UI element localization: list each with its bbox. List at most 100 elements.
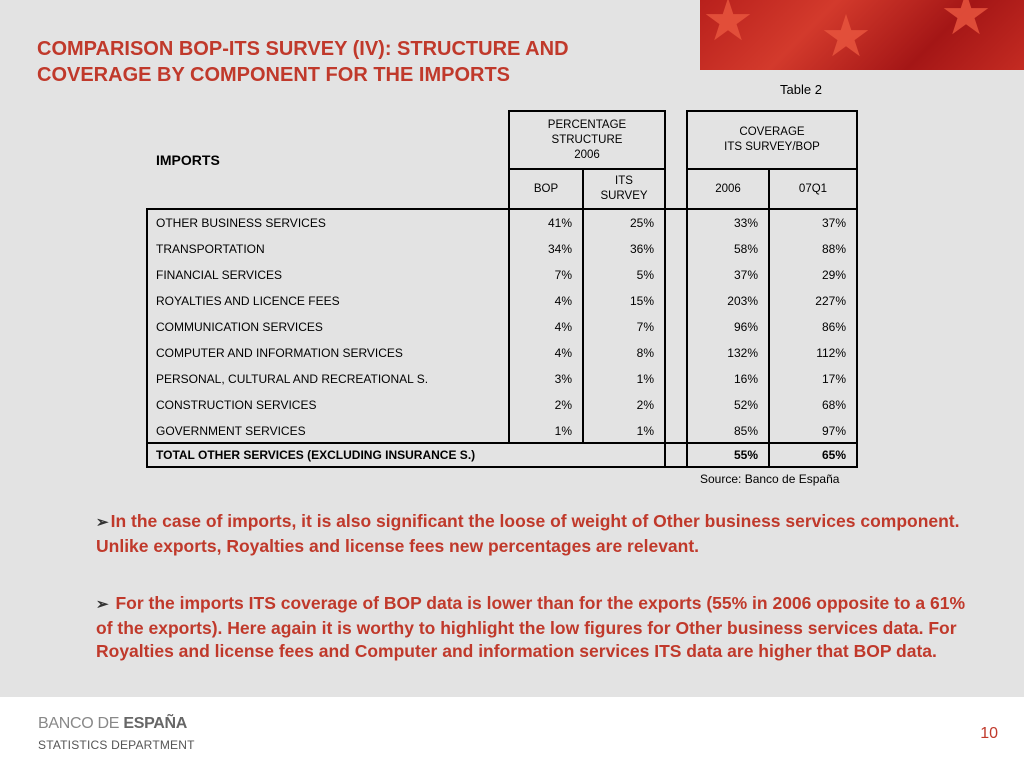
coverage-2006-value: 37% (686, 262, 758, 288)
coverage-2006-value-text: 37% (733, 268, 758, 282)
coverage-2006-value-text: 85% (733, 424, 758, 438)
header-bottom-border (146, 208, 856, 210)
imports-table: IMPORTS PERCENTAGE STRUCTURE 2006 COVERAGE IT… (146, 110, 858, 468)
quarter-07q1-header-text: 07Q1 (798, 182, 828, 195)
row-label-text: COMPUTER AND INFORMATION SERVICES (156, 346, 403, 360)
coverage-07q1-value: 37% (768, 210, 846, 236)
bop-value-text: 4% (554, 294, 572, 308)
bop-value: 4% (508, 314, 572, 340)
bop-header-text: BOP (533, 182, 559, 195)
coverage-2006-value-text: 58% (733, 242, 758, 256)
its-value: 36% (582, 236, 654, 262)
bullet-text: For the imports ITS coverage of BOP data… (96, 593, 966, 661)
coverage-2006-value: 16% (686, 366, 758, 392)
its-survey-header-text: ITS (615, 175, 633, 187)
row-label-text: CONSTRUCTION SERVICES (156, 398, 317, 412)
star-icon: ★ (940, 0, 992, 47)
footer: BANCO DE ESPAÑA STATISTICS DEPARTMENT 10 (0, 697, 1024, 768)
its-value-text: 36% (629, 242, 654, 256)
bop-value: 1% (508, 418, 572, 444)
column-divider (582, 168, 584, 442)
total-label: TOTAL OTHER SERVICES (EXCLUDING INSURANC… (156, 444, 660, 466)
coverage-07q1-value-text: 86% (821, 320, 846, 334)
row-label: TRANSPORTATION (156, 236, 504, 262)
table-bottom-border (146, 466, 858, 468)
total-label-text: TOTAL OTHER SERVICES (EXCLUDING INSURANC… (156, 448, 476, 462)
coverage-2006-value-text: 203% (727, 294, 758, 308)
total-coverage-2006: 55% (686, 444, 758, 466)
row-label-text: FINANCIAL SERVICES (156, 268, 283, 282)
coverage-07q1-value-text: 29% (821, 268, 846, 282)
its-value: 25% (582, 210, 654, 236)
arrow-bullet-icon: ➢ (96, 514, 109, 531)
quarter-07q1-header: 07Q1 (770, 170, 856, 208)
row-label-text: ROYALTIES AND LICENCE FEES (156, 294, 340, 308)
bop-value-text: 7% (554, 268, 572, 282)
its-value: 1% (582, 366, 654, 392)
bullet-text: In the case of imports, it is also signi… (96, 511, 960, 556)
bop-value-text: 4% (554, 320, 572, 334)
its-value: 7% (582, 314, 654, 340)
coverage-2006-value: 96% (686, 314, 758, 340)
year-2006-header-text: 2006 (715, 182, 741, 195)
coverage-header-text: COVERAGE (739, 126, 805, 138)
its-value-text: 7% (636, 320, 654, 334)
percentage-structure-header-text: PERCENTAGE (547, 118, 627, 131)
its-value-text: 8% (636, 346, 654, 360)
its-value-text: 1% (636, 372, 654, 386)
coverage-2006-value: 85% (686, 418, 758, 444)
source-note: Source: Banco de España (700, 472, 840, 486)
row-label: CONSTRUCTION SERVICES (156, 392, 504, 418)
bop-value-text: 2% (554, 398, 572, 412)
coverage-2006-value-text: 96% (733, 320, 758, 334)
coverage-07q1-value: 97% (768, 418, 846, 444)
bop-value: 2% (508, 392, 572, 418)
row-label: COMPUTER AND INFORMATION SERVICES (156, 340, 504, 366)
coverage-07q1-value: 227% (768, 288, 846, 314)
its-value: 15% (582, 288, 654, 314)
header-divider (508, 168, 664, 170)
bop-value: 34% (508, 236, 572, 262)
arrow-bullet-icon: ➢ (96, 596, 109, 613)
header-divider (686, 168, 856, 170)
total-coverage-07q1-text: 65% (821, 448, 846, 462)
imports-header-text: IMPORTS (156, 152, 220, 168)
bop-value: 41% (508, 210, 572, 236)
total-top-border (146, 442, 856, 444)
coverage-07q1-value-text: 37% (821, 216, 846, 230)
coverage-07q1-value-text: 17% (821, 372, 846, 386)
percentage-structure-header-text: STRUCTURE (551, 133, 623, 146)
coverage-07q1-value: 86% (768, 314, 846, 340)
header-border (686, 110, 856, 112)
row-label: PERSONAL, CULTURAL AND RECREATIONAL S. (156, 366, 504, 392)
coverage-2006-value-text: 52% (733, 398, 758, 412)
bop-value: 4% (508, 288, 572, 314)
coverage-07q1-value: 112% (768, 340, 846, 366)
bop-value: 3% (508, 366, 572, 392)
coverage-07q1-value: 68% (768, 392, 846, 418)
bop-value-text: 41% (547, 216, 572, 230)
coverage-header-text: ITS SURVEY/BOP (724, 141, 820, 153)
coverage-07q1-value-text: 68% (821, 398, 846, 412)
column-divider (508, 110, 510, 442)
its-value-text: 2% (636, 398, 654, 412)
row-label-text: GOVERNMENT SERVICES (156, 424, 306, 438)
coverage-2006-value: 132% (686, 340, 758, 366)
coverage-07q1-value-text: 227% (815, 294, 846, 308)
corner-decoration: ★ ★ ★ (700, 0, 1024, 70)
its-value: 1% (582, 418, 654, 444)
bop-value-text: 34% (547, 242, 572, 256)
coverage-2006-value-text: 16% (733, 372, 758, 386)
coverage-header: COVERAGE ITS SURVEY/BOP (688, 112, 856, 168)
bop-value-text: 1% (554, 424, 572, 438)
row-label-text: PERSONAL, CULTURAL AND RECREATIONAL S. (156, 372, 429, 386)
coverage-2006-value: 33% (686, 210, 758, 236)
bop-value: 7% (508, 262, 572, 288)
column-divider (686, 110, 688, 468)
its-value: 8% (582, 340, 654, 366)
total-coverage-07q1: 65% (768, 444, 846, 466)
row-label-text: TRANSPORTATION (156, 242, 265, 256)
row-label-text: COMMUNICATION SERVICES (156, 320, 323, 334)
row-label: ROYALTIES AND LICENCE FEES (156, 288, 504, 314)
bullet-item: ➢ For the imports ITS coverage of BOP da… (96, 592, 976, 664)
